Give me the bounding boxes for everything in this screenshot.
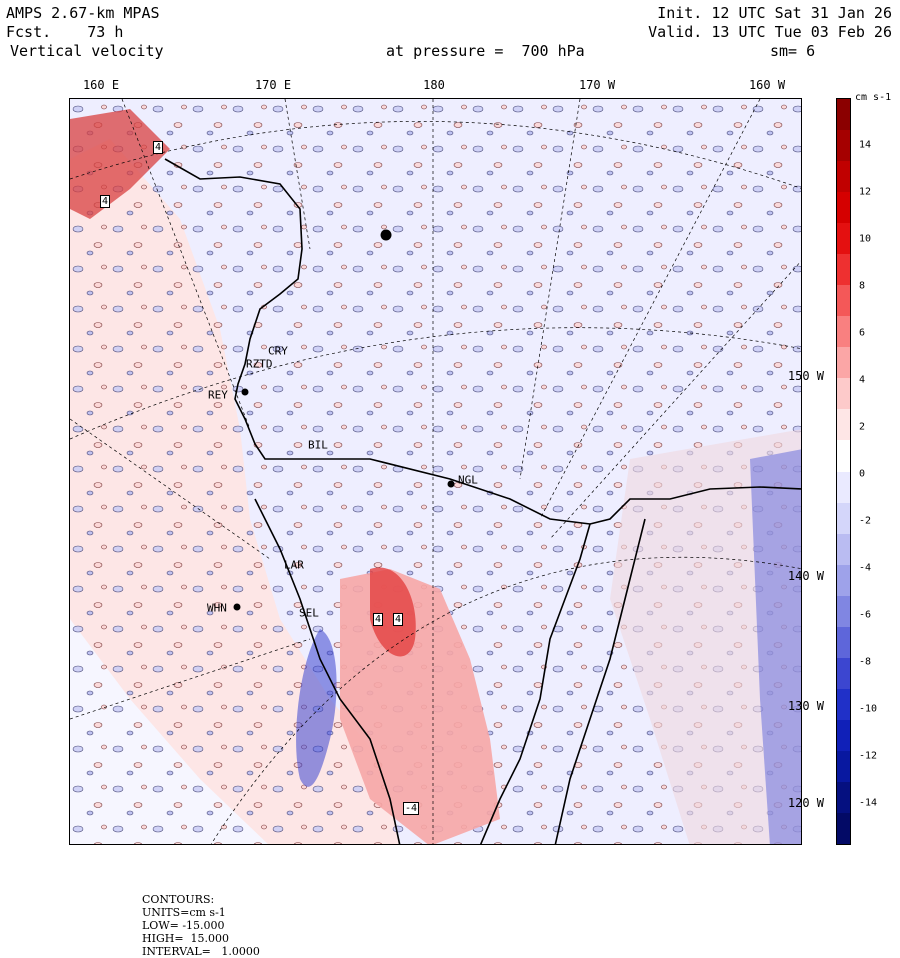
colorbar-tick-label: 0 (859, 468, 866, 480)
init-time: Init. 12 UTC Sat 31 Jan 26 (657, 4, 892, 22)
colorbar-segment (837, 471, 850, 504)
colorbar-segment (837, 781, 850, 814)
northwest-core (70, 109, 170, 219)
colorbar-segment (837, 285, 850, 317)
colorbar-segment (837, 316, 850, 348)
contour-label-box: -4 (403, 802, 420, 815)
colorbar-segment (837, 409, 850, 441)
lon-label-170e: 170 E (254, 78, 292, 92)
footer-units: UNITS=cm s-1 (142, 906, 226, 919)
lon-label-180: 180 (423, 78, 445, 92)
colorbar-tick-label: 6 (859, 327, 866, 339)
colorbar-segment (837, 750, 850, 783)
coastline (164, 158, 801, 844)
contour-label-box: 4 (100, 195, 111, 208)
lat-label-150w: 150 W (787, 369, 824, 383)
isolated-core-marker (380, 229, 392, 241)
colorbar-tick-label: 4 (859, 374, 866, 386)
footer-high: HIGH= 15.000 (142, 932, 230, 945)
colorbar-segment (837, 626, 850, 659)
pressure-level: at pressure = 700 hPa (386, 42, 585, 60)
colorbar-tick-label: 14 (859, 139, 872, 151)
colorbar (836, 98, 851, 845)
smoothing-label: sm= 6 (770, 42, 816, 60)
vertical-velocity-map (70, 99, 801, 844)
map-panel: REY CRY RZTD BIL NGL LAR WHN SEL 4 4 4 4… (69, 98, 802, 845)
station-marker-reyes (241, 388, 249, 396)
colorbar-tick-label: -2 (859, 515, 872, 527)
lat-label-120w: 120 W (787, 796, 824, 810)
contour-label-box: 4 (153, 141, 164, 154)
colorbar-segment (837, 502, 850, 535)
colorbar-segment (837, 595, 850, 628)
station-marker-whn (233, 603, 241, 611)
station-label-lar: LAR (284, 558, 304, 572)
colorbar-segment (837, 130, 850, 162)
lon-label-170w: 170 W (578, 78, 616, 92)
colorbar-segment (837, 533, 850, 566)
colorbar-segment (837, 99, 850, 131)
contour-label-box: 4 (373, 613, 384, 626)
colorbar-segment (837, 688, 850, 721)
contour-info-footer: CONTOURS: UNITS=cm s-1 LOW= -15.000 HIGH… (135, 880, 266, 958)
lat-label-130w: 130 W (787, 699, 824, 713)
colorbar-segment (837, 347, 850, 379)
colorbar-tick-label: 2 (859, 421, 866, 433)
colorbar-tick-label: -14 (859, 797, 878, 809)
colorbar-segment (837, 719, 850, 752)
station-label-sel: SEL (299, 606, 319, 620)
colorbar-segment (837, 254, 850, 286)
colorbar-segment (837, 192, 850, 224)
colorbar-unit: cm s-1 (855, 92, 892, 103)
colorbar-segment (837, 564, 850, 597)
station-label-rztd: RZTD (246, 357, 273, 371)
forecast-hour: Fcst. 73 h (6, 23, 124, 41)
colorbar-segment (837, 657, 850, 690)
footer-low: LOW= -15.000 (142, 919, 225, 932)
graticule (70, 99, 801, 844)
colorbar-segment (837, 223, 850, 255)
station-label-cry: CRY (268, 344, 288, 358)
lon-label-160w: 160 W (748, 78, 786, 92)
colorbar-tick-label: 12 (859, 186, 872, 198)
colorbar-tick-label: -8 (859, 656, 872, 668)
colorbar-tick-label: -4 (859, 562, 872, 574)
lat-label-140w: 140 W (787, 569, 824, 583)
station-label-bil: BIL (308, 438, 328, 452)
colorbar-segment (837, 161, 850, 193)
colorbar-segment (837, 440, 850, 472)
field-name: Vertical velocity (10, 42, 164, 60)
colorbar-segment (837, 812, 850, 845)
colorbar-segment (837, 378, 850, 410)
station-label-ngl: NGL (458, 473, 478, 487)
valid-time: Valid. 13 UTC Tue 03 Feb 26 (648, 23, 892, 41)
colorbar-tick-label: -12 (859, 750, 878, 762)
station-label-rey: REY (208, 388, 228, 402)
colorbar-tick-label: 8 (859, 280, 866, 292)
colorbar-tick-label: -10 (859, 703, 878, 715)
colorbar-tick-label: 10 (859, 233, 872, 245)
station-label-whn: WHN (207, 601, 227, 615)
footer-interval: INTERVAL= 1.0000 (142, 945, 260, 958)
model-title: AMPS 2.67-km MPAS (6, 4, 160, 22)
station-marker-ngl (447, 480, 455, 488)
colorbar-tick-label: -6 (859, 609, 872, 621)
lon-label-160e: 160 E (82, 78, 120, 92)
contour-label-box: 4 (393, 613, 404, 626)
